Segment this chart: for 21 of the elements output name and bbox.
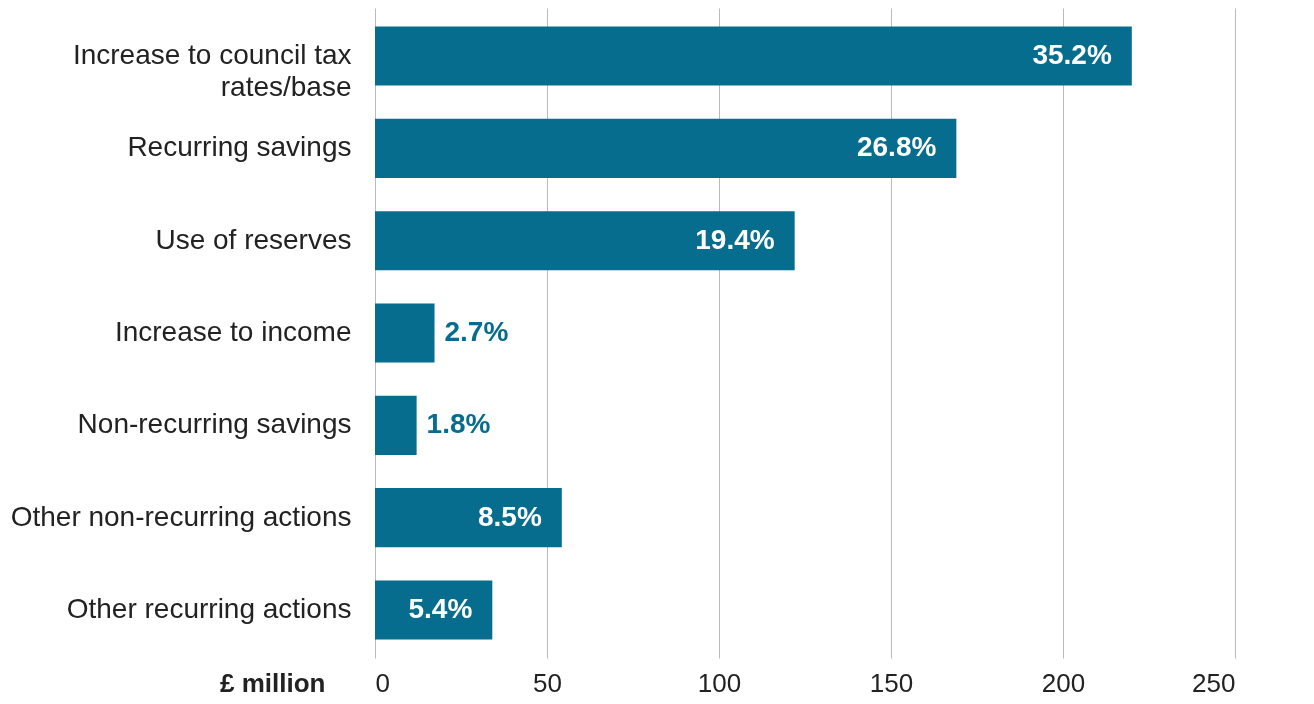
x-tick-label: 200 — [1041, 667, 1086, 698]
x-tick-label: 100 — [697, 667, 742, 698]
y-tick-label: Other recurring actions — [66, 592, 352, 624]
y-tick-label: Increase to council tax rates/base — [72, 39, 352, 103]
x-tick-label: 50 — [533, 667, 562, 698]
annotation: 8.5% — [477, 500, 542, 532]
x-tick-label: 0 — [375, 667, 390, 698]
annotation: 19.4% — [695, 223, 775, 255]
y-tick-label: Other non-recurring actions — [10, 500, 352, 532]
y-tick-label: Recurring savings — [127, 131, 352, 163]
x-tick-label: 250 — [1192, 667, 1236, 698]
annotation: 1.8% — [426, 408, 491, 440]
y-tick-label: Use of reserves — [155, 223, 352, 255]
annotation: 35.2% — [1032, 39, 1112, 71]
annotation: 2.7% — [444, 316, 509, 347]
annotation: 5.4% — [408, 592, 473, 624]
y-tick-label: Non-recurring savings — [77, 408, 352, 440]
x-tick-label: 150 — [869, 667, 914, 698]
x-axis-title: £ million — [220, 667, 326, 698]
y-tick-label: Increase to income — [114, 316, 352, 347]
annotation: 26.8% — [856, 131, 937, 163]
